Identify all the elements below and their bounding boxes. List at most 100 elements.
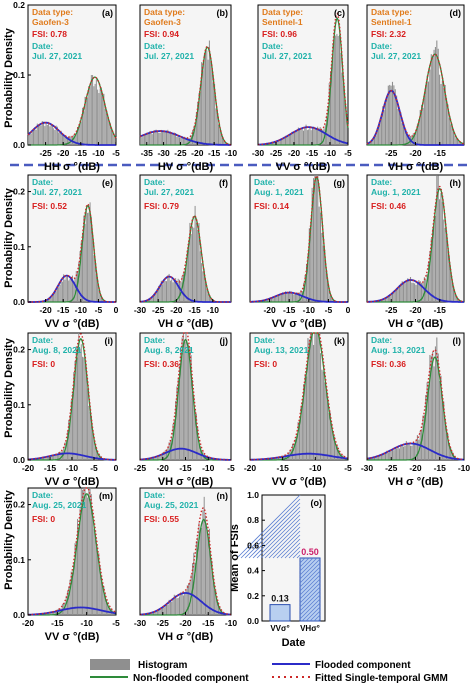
x-tick-label: -30 bbox=[134, 305, 147, 315]
histogram-bar bbox=[153, 612, 154, 615]
histogram-bar bbox=[295, 131, 297, 145]
histogram-bar bbox=[444, 85, 446, 145]
histogram-bar bbox=[198, 522, 200, 615]
x-axis-label: VH σ °(dB) bbox=[388, 476, 444, 488]
histogram-bar bbox=[434, 215, 436, 302]
y-tick-label: 0.2 bbox=[13, 187, 25, 197]
panel-tag: (e) bbox=[102, 178, 113, 188]
histogram-bar bbox=[437, 48, 439, 145]
histogram-bar bbox=[344, 99, 346, 145]
date-value: Aug. 8, 2021 bbox=[32, 345, 82, 355]
histogram-bar bbox=[78, 333, 80, 460]
bar-hatch bbox=[299, 557, 306, 564]
histogram-bar bbox=[369, 141, 371, 145]
x-tick-label: -30 bbox=[252, 148, 265, 158]
histogram-bar bbox=[87, 497, 89, 615]
histogram-bar bbox=[328, 286, 330, 302]
histogram-bar bbox=[415, 439, 417, 460]
histogram-bar bbox=[400, 444, 402, 460]
histogram-bar bbox=[208, 457, 210, 460]
histogram-bar bbox=[175, 133, 177, 145]
histogram-bar bbox=[457, 138, 459, 145]
histogram-bar bbox=[206, 530, 208, 615]
histogram-bar bbox=[378, 456, 380, 460]
y-tick-label: 0.0 bbox=[247, 616, 259, 626]
histogram-bar bbox=[69, 579, 71, 615]
x-axis-label: Date bbox=[282, 637, 306, 649]
x-axis-label: VV σ °(dB) bbox=[45, 318, 100, 330]
histogram-bar bbox=[297, 127, 299, 145]
histogram-bar bbox=[450, 447, 452, 460]
flooded-component-curve bbox=[367, 279, 464, 303]
histogram-bar bbox=[38, 124, 40, 145]
x-tick-label: -15 bbox=[283, 305, 296, 315]
histogram-bar bbox=[99, 566, 101, 615]
histogram-bar bbox=[216, 600, 218, 615]
histogram-bar bbox=[92, 510, 94, 615]
histogram-bar bbox=[193, 227, 195, 302]
histogram-bar bbox=[53, 293, 55, 302]
histogram-bar bbox=[385, 452, 387, 460]
histogram-bar bbox=[68, 419, 70, 460]
x-tick-label: -25 bbox=[385, 148, 398, 158]
panel-tag: (d) bbox=[450, 8, 462, 18]
histogram-bar bbox=[164, 280, 166, 302]
histogram-bar bbox=[285, 291, 287, 302]
histogram-bar bbox=[50, 456, 52, 460]
histogram-bar bbox=[325, 270, 327, 302]
histogram-bar bbox=[79, 251, 81, 302]
histogram-bar bbox=[193, 395, 195, 460]
histogram-bar bbox=[335, 35, 337, 145]
histogram-bar bbox=[195, 413, 197, 460]
histogram-bar bbox=[189, 581, 191, 615]
histogram-bar bbox=[450, 272, 452, 302]
histogram-bar bbox=[158, 285, 160, 302]
histogram-bar bbox=[426, 382, 428, 460]
histogram-bar bbox=[405, 133, 407, 145]
histogram-bar bbox=[185, 590, 187, 615]
histogram-bar bbox=[216, 111, 218, 145]
x-tick-label: -10 bbox=[81, 618, 94, 628]
histogram-bar bbox=[454, 135, 456, 145]
histogram-bar bbox=[99, 88, 101, 145]
x-tick-label: -20 bbox=[157, 463, 170, 473]
histogram-bar bbox=[305, 124, 307, 145]
histogram-bar bbox=[404, 283, 406, 302]
panel-f: -30 -25 -20 -15 -10 VH σ °(dB) (f) Date:Jul. 27… bbox=[134, 174, 232, 330]
histogram-bar bbox=[95, 545, 97, 615]
histogram-bar bbox=[39, 458, 41, 460]
bar-hatch bbox=[276, 534, 301, 559]
histogram-bar bbox=[58, 132, 60, 145]
histogram-bar bbox=[434, 346, 436, 460]
histogram-bar bbox=[297, 421, 299, 460]
histogram-bar bbox=[49, 126, 51, 145]
histogram-bar bbox=[182, 333, 184, 460]
histogram-bar bbox=[74, 277, 76, 302]
histogram-bar bbox=[398, 448, 400, 460]
panel-tag: (b) bbox=[217, 8, 229, 18]
date-value: Aug. 25, 2021 bbox=[32, 500, 87, 510]
histogram-bar bbox=[212, 581, 214, 615]
histogram-bar bbox=[113, 135, 115, 145]
histogram-bar bbox=[203, 55, 205, 145]
x-axis-label: VH σ °(dB) bbox=[158, 631, 214, 643]
panel-tag: (a) bbox=[102, 8, 113, 18]
fitted-gmm-curve bbox=[258, 12, 349, 146]
histogram-bar bbox=[102, 299, 104, 302]
histogram-bar bbox=[320, 212, 322, 302]
histogram-bar bbox=[160, 129, 162, 145]
histogram-bar bbox=[201, 527, 203, 615]
datatype-value: Gaofen-3 bbox=[32, 17, 69, 27]
histogram-bar bbox=[75, 132, 77, 145]
histogram-bar bbox=[282, 292, 284, 302]
histogram-bar bbox=[197, 229, 199, 302]
bar-hatch bbox=[299, 574, 321, 596]
y-tick-label: 0.0 bbox=[13, 140, 25, 150]
histogram-bar bbox=[278, 456, 280, 460]
histogram-bar bbox=[380, 455, 382, 460]
histogram-bar bbox=[159, 284, 161, 302]
x-tick-label: -10 bbox=[324, 148, 337, 158]
histogram-bar bbox=[188, 583, 190, 615]
histogram-bar bbox=[156, 289, 158, 302]
